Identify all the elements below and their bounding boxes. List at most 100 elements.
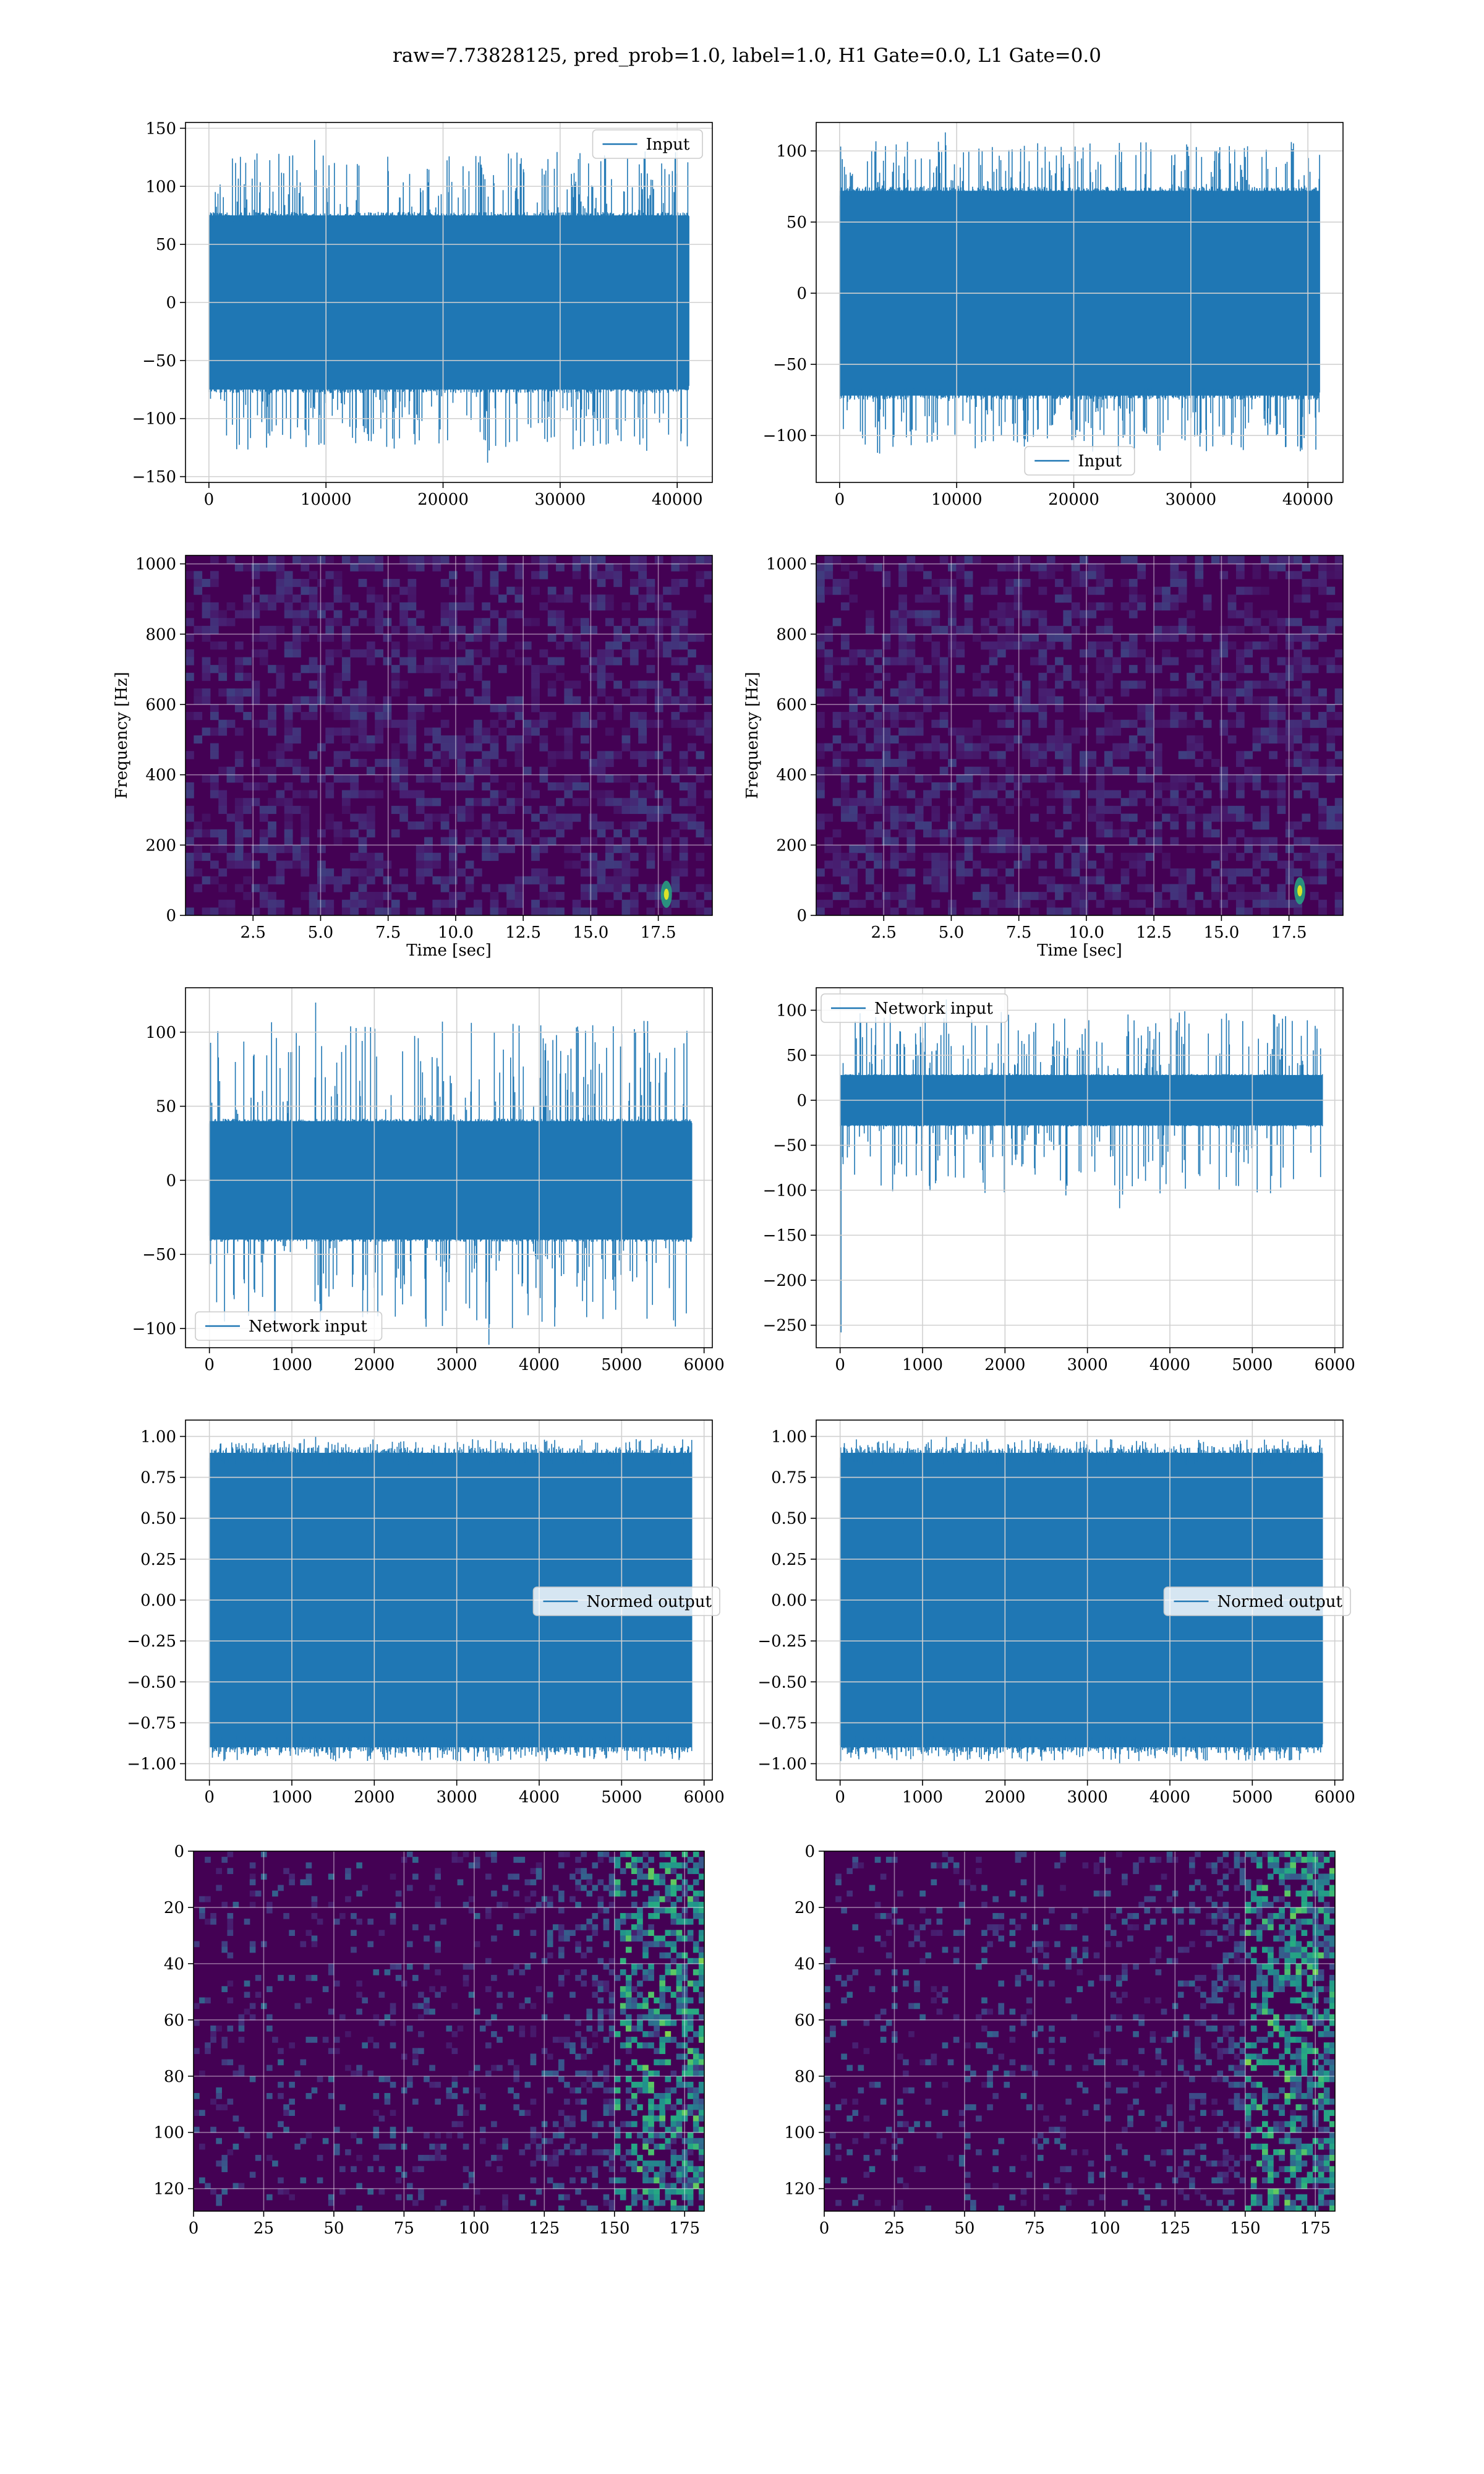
feature-cell <box>1088 1980 1094 1987</box>
spectrogram-cell <box>1294 555 1302 564</box>
spectrogram-cell <box>490 790 499 798</box>
spectrogram-cell <box>341 672 351 681</box>
feature-cell <box>1189 1907 1195 1914</box>
feature-cell <box>693 1986 699 1992</box>
spectrogram-cell <box>1285 618 1294 627</box>
spectrogram-cell <box>1235 805 1245 815</box>
feature-cell <box>1144 1896 1151 1903</box>
feature-cell <box>1273 1986 1279 1992</box>
spectrogram-cell <box>234 751 244 760</box>
feature-cell <box>676 1885 683 1891</box>
feature-cell <box>429 2008 435 2015</box>
spectrogram-cell <box>874 774 882 783</box>
spectrogram-cell <box>1326 735 1336 744</box>
spectrogram-cell <box>1071 790 1080 798</box>
spectrogram-cell <box>424 852 433 861</box>
spectrogram-cell <box>1318 578 1327 588</box>
spectrogram-cell <box>1178 782 1187 791</box>
feature-cell <box>249 1873 256 1880</box>
feature-cell <box>564 1969 570 1975</box>
spectrogram-cell <box>1096 704 1105 713</box>
feature-cell <box>648 2149 654 2155</box>
feature-cell <box>1318 1862 1324 1868</box>
spectrogram-cell <box>1112 907 1122 915</box>
feature-cell <box>1301 2025 1308 2032</box>
feature-cell <box>1284 1901 1290 1908</box>
feature-cell <box>625 1992 632 1998</box>
spectrogram-cell <box>1128 578 1138 588</box>
feature-cell <box>676 2166 683 2172</box>
feature-cell <box>637 1907 643 1914</box>
spectrogram-cell <box>1013 735 1023 744</box>
feature-cell <box>552 1885 559 1891</box>
spectrogram-cell <box>1187 805 1195 815</box>
feature-cell <box>586 2025 593 2032</box>
spectrogram-cell <box>572 782 581 791</box>
spectrogram-cell <box>531 555 540 564</box>
feature-cell <box>244 1980 250 1987</box>
feature-cell <box>642 1997 649 2004</box>
spectrogram-cell <box>1104 860 1113 869</box>
feature-cell <box>333 2143 340 2150</box>
feature-cell <box>552 2155 559 2161</box>
feature-cell <box>637 2132 643 2139</box>
spectrogram-cell <box>341 735 351 744</box>
spectrogram-cell <box>898 618 907 627</box>
spectrogram-cell <box>366 805 375 815</box>
spectrogram-cell <box>663 798 672 807</box>
spectrogram-cell <box>358 821 367 830</box>
spectrogram-cell <box>1244 907 1253 915</box>
feature-cell <box>210 2099 216 2105</box>
spectrogram-cell <box>874 758 882 768</box>
feature-cell <box>508 2025 514 2032</box>
spectrogram-cell <box>465 657 474 666</box>
feature-cell <box>1329 2031 1335 2037</box>
feature-cell <box>418 2048 424 2054</box>
spectrogram-cell <box>1013 610 1023 618</box>
feature-cell <box>339 2166 346 2172</box>
spectrogram-cell <box>432 688 441 697</box>
feature-cell <box>440 2143 447 2150</box>
feature-cell <box>390 2008 396 2015</box>
spectrogram-cell <box>663 586 672 595</box>
spectrogram-cell <box>292 758 301 768</box>
spectrogram-cell <box>202 633 211 642</box>
feature-cell <box>1155 1969 1162 1975</box>
spectrogram-cell <box>989 688 998 697</box>
spectrogram-cell <box>375 774 383 783</box>
spectrogram-cell <box>490 719 499 728</box>
feature-cell <box>1166 1857 1173 1863</box>
feature-cell <box>1273 1958 1279 1964</box>
spectrogram-cell <box>350 712 359 721</box>
spectrogram-cell <box>1071 563 1080 571</box>
feature-cell <box>378 2143 385 2150</box>
spectrogram-cell <box>956 876 965 884</box>
spectrogram-cell <box>284 821 293 830</box>
feature-cell <box>586 2008 593 2015</box>
spectrogram-cell <box>234 798 244 807</box>
spectrogram-cell <box>1096 899 1105 908</box>
feature-cell <box>1222 1958 1229 1964</box>
spectrogram-cell <box>514 594 524 603</box>
x-tick-label: 10.0 <box>438 923 474 942</box>
feature-cell <box>670 1857 677 1863</box>
legend-label: Normed output <box>587 1593 712 1611</box>
spectrogram-cell <box>514 743 524 751</box>
spectrogram-cell <box>1088 571 1097 580</box>
y-tick-label: 150 <box>145 119 176 138</box>
feature-cell <box>1206 2025 1212 2032</box>
feature-cell <box>1183 2014 1190 2021</box>
feature-cell <box>642 1930 649 1937</box>
spectrogram-cell <box>564 845 573 854</box>
feature-cell <box>1234 1952 1240 1959</box>
spectrogram-cell <box>1112 727 1122 736</box>
spectrogram-cell <box>939 751 949 760</box>
spectrogram-cell <box>1055 719 1064 728</box>
feature-cell <box>446 2093 453 2099</box>
spectrogram-cell <box>218 618 228 627</box>
spectrogram-cell <box>301 837 310 845</box>
legend: Normed output <box>532 1586 720 1616</box>
feature-cell <box>586 1873 593 1880</box>
spectrogram-cell <box>547 758 556 768</box>
feature-cell <box>249 1901 256 1908</box>
